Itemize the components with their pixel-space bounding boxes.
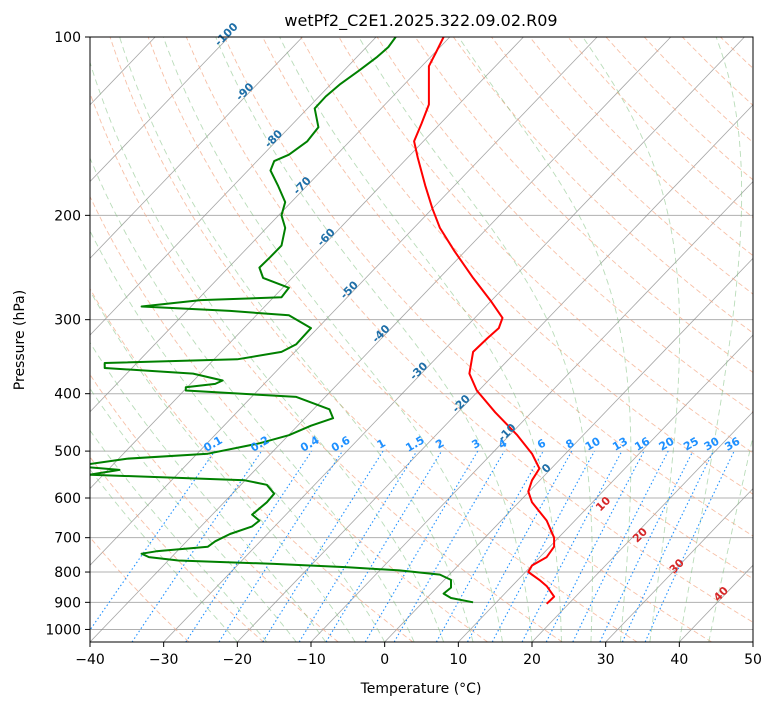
plot-background <box>90 37 753 642</box>
y-tick-label: 400 <box>54 387 81 403</box>
y-tick-label: 700 <box>54 531 81 547</box>
y-tick-label: 900 <box>54 595 81 611</box>
y-tick-label: 100 <box>54 30 81 46</box>
chart-title: wetPf2_C2E1.2025.322.09.02.R09 <box>284 11 557 31</box>
y-tick-label: 200 <box>54 208 81 224</box>
x-tick-label: −10 <box>296 652 326 668</box>
x-tick-label: 40 <box>670 652 688 668</box>
x-tick-label: 20 <box>523 652 541 668</box>
y-tick-label: 1000 <box>45 622 81 638</box>
x-tick-label: 30 <box>597 652 615 668</box>
isotherm <box>0 37 8 642</box>
x-tick-label: 0 <box>380 652 389 668</box>
x-tick-label: 10 <box>449 652 467 668</box>
y-tick-label: 300 <box>54 313 81 329</box>
x-tick-label: −20 <box>223 652 253 668</box>
x-tick-label: −40 <box>75 652 105 668</box>
y-tick-label: 500 <box>54 444 81 460</box>
dry-adiabat <box>759 37 775 642</box>
x-tick-label: −30 <box>149 652 179 668</box>
x-axis-label: Temperature (°C) <box>360 681 482 697</box>
y-tick-label: 600 <box>54 491 81 507</box>
isotherm <box>753 37 775 642</box>
y-axis-label: Pressure (hPa) <box>12 290 28 390</box>
y-tick-label: 800 <box>54 565 81 581</box>
x-tick-label: 50 <box>744 652 762 668</box>
